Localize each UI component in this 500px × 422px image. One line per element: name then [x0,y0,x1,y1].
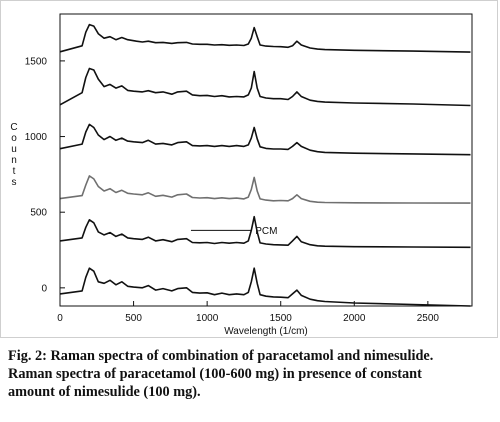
x-axis-ticks: 0 500 1000 1500 2000 2500 [57,301,439,324]
y-axis-title-letter: C [10,122,17,133]
plot-frame [59,13,473,307]
y-axis-title-letter: o [11,133,17,144]
annotation-layer: PCM [190,226,277,237]
x-tick-label: 2500 [417,313,440,324]
y-axis-title-letter: u [11,144,17,155]
spectrum-line-5 [59,215,471,249]
y-axis-ticks: 0 500 1000 1500 [25,56,65,294]
figure-caption: Fig. 2: Raman spectra of combination of … [8,347,494,401]
figure-frame [0,0,498,338]
spectrum-line-6 [59,267,471,307]
x-axis-title: Wavelength (1/cm) [224,326,308,337]
y-axis-title-letter: n [11,155,17,166]
spectrum-line-2 [59,67,471,107]
x-tick-label: 500 [125,313,142,324]
x-tick-label: 1000 [196,313,219,324]
spectrum-line-1 [59,23,471,53]
caption-line-3: amount of nimesulide (100 mg). [8,384,201,400]
y-tick-label: 500 [30,208,47,219]
caption-line-1: Fig. 2: Raman spectra of combination of … [8,348,434,364]
x-tick-label: 2000 [343,313,366,324]
raman-spectra-chart: PCM 0 500 1000 1500 2000 2500 0 500 1000 1500 Wa… [10,13,473,337]
spectrum-line-4 [59,175,471,204]
annotation-label: PCM [255,226,277,237]
series-layer [59,23,471,307]
y-tick-label: 0 [41,283,47,294]
x-tick-label: 0 [57,313,63,324]
spectrum-line-3 [59,123,471,156]
y-axis-title-letter: s [12,177,17,188]
y-tick-label: 1000 [25,132,48,143]
caption-line-2: Raman spectra of paracetamol (100-600 mg… [8,366,422,382]
y-axis-title-letter: t [13,166,16,177]
x-tick-label: 1500 [270,313,293,324]
y-tick-label: 1500 [25,56,48,67]
